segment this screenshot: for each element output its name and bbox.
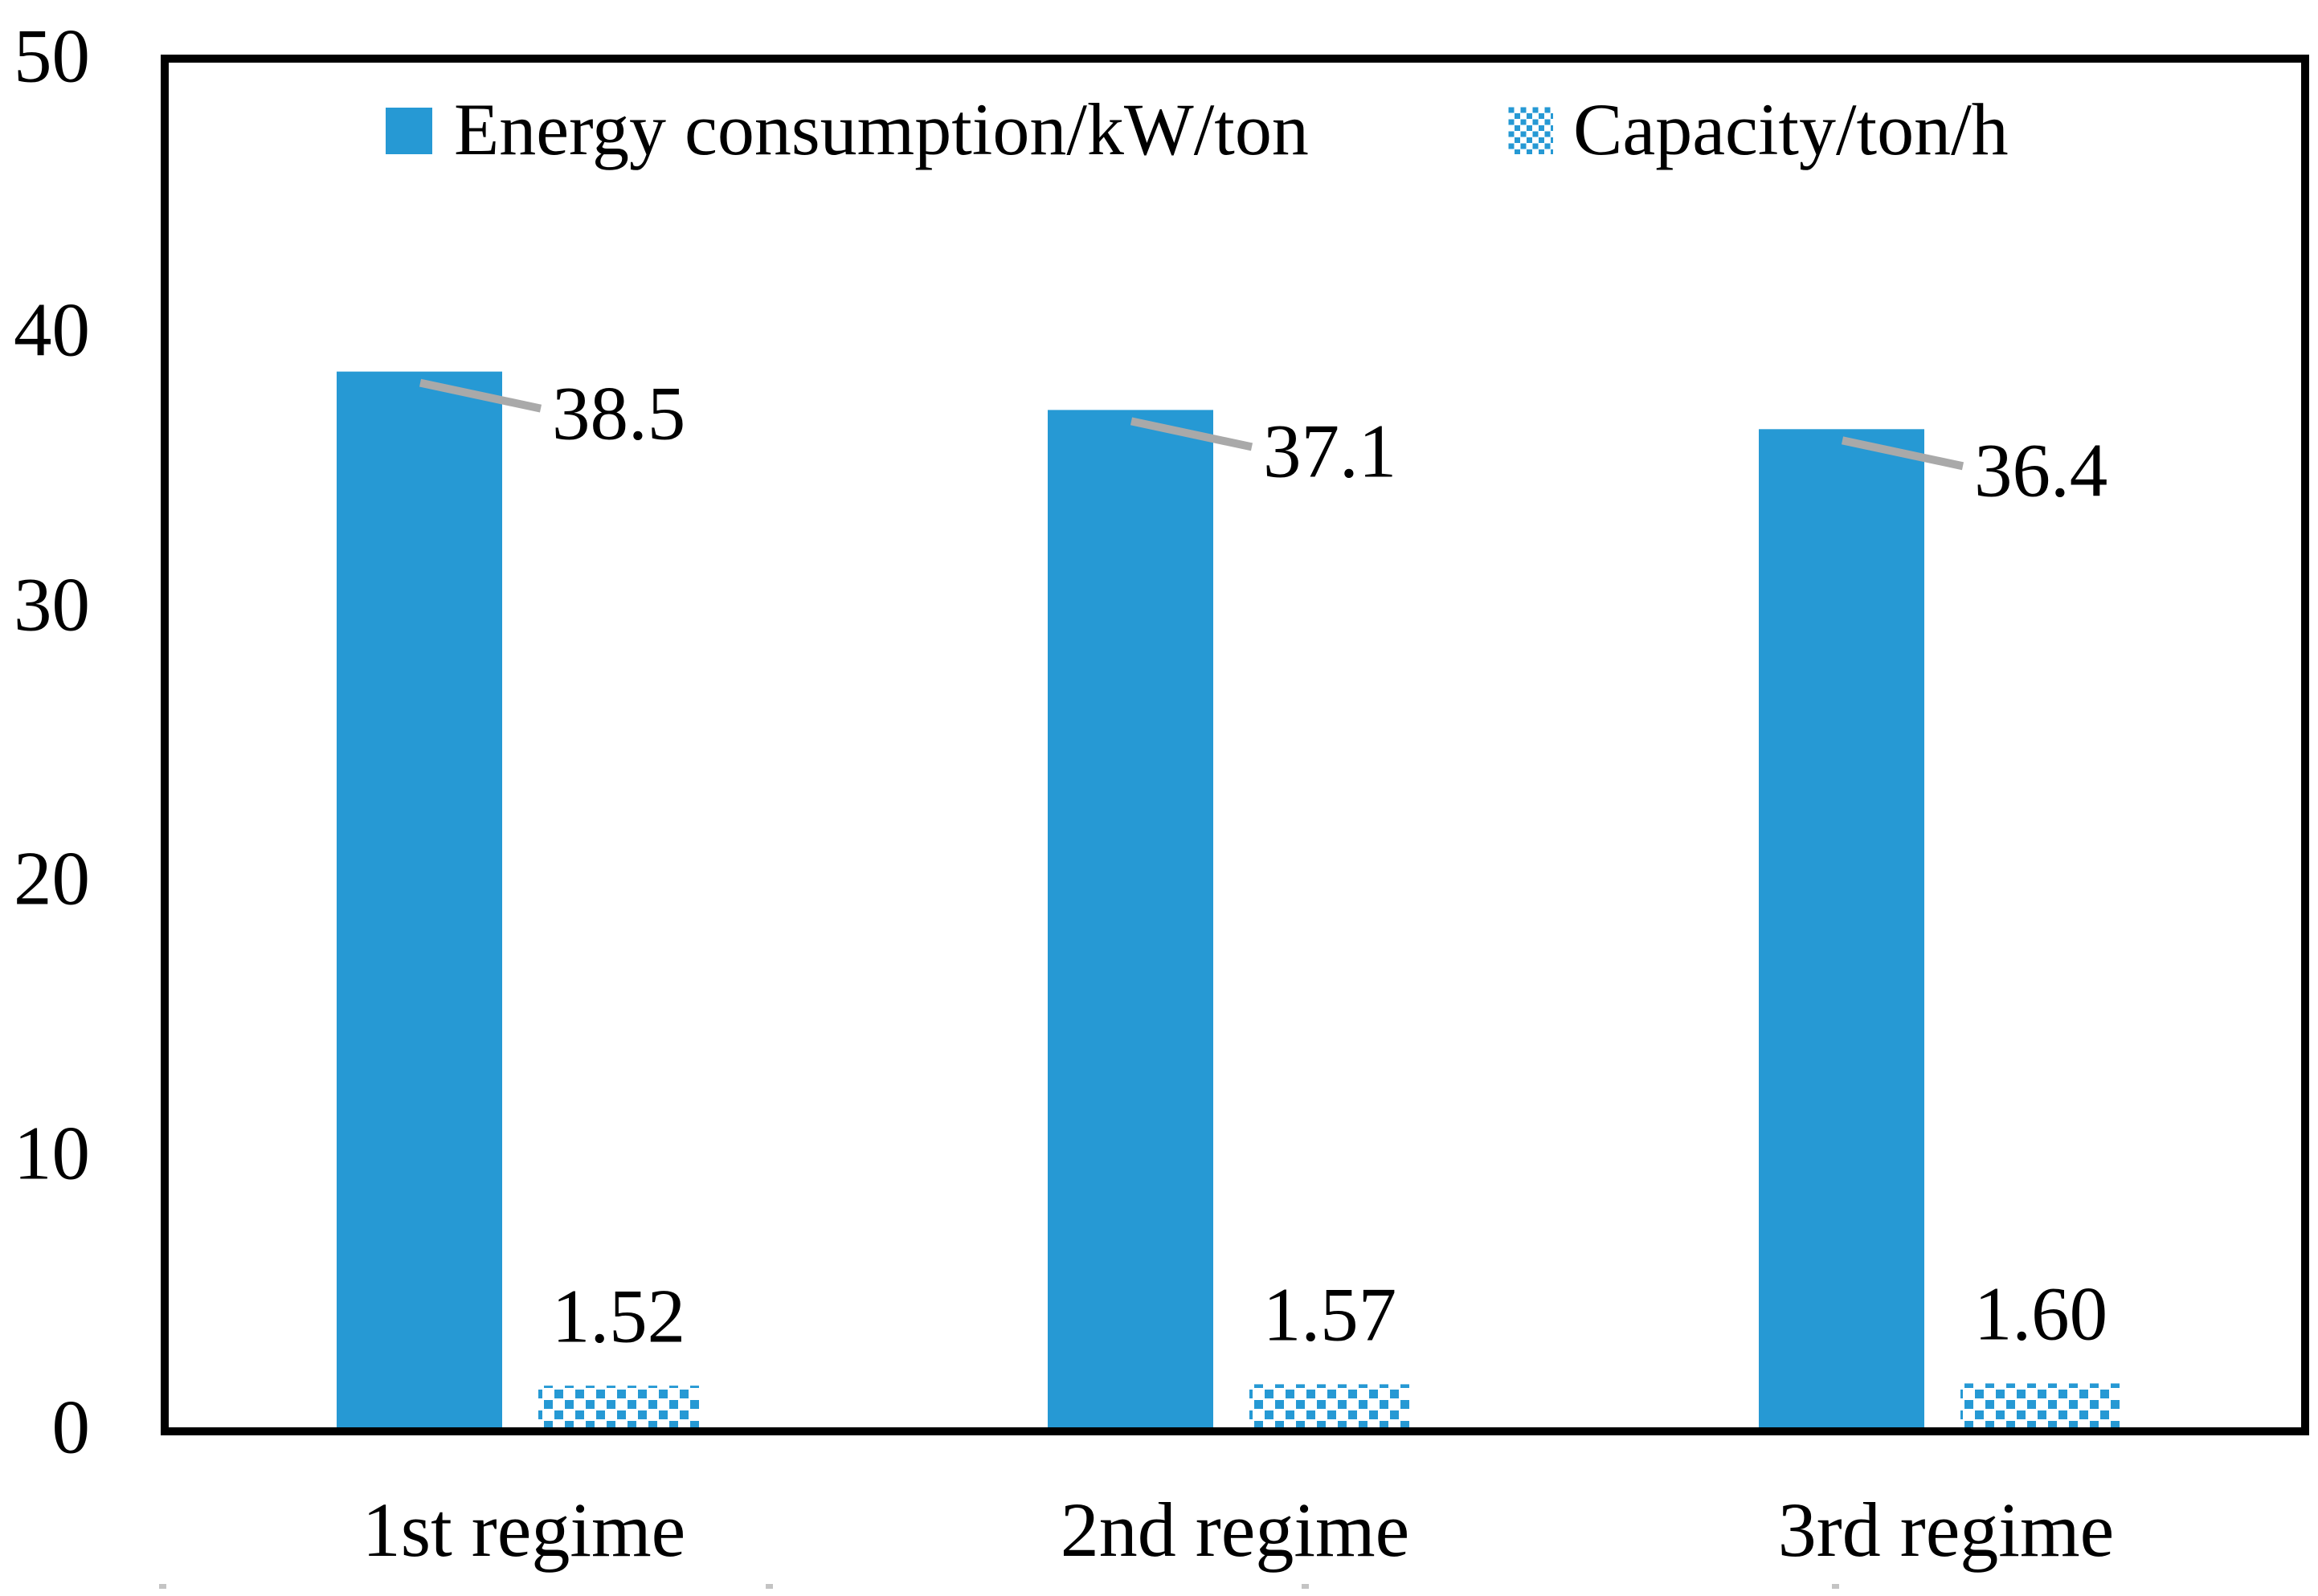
legend-label-energy: Energy consumption/kW/ton (454, 88, 1309, 171)
data-label-capacity-1: 1.52 (551, 1273, 686, 1359)
bar-energy-1 (1048, 410, 1213, 1427)
leader-line-1 (1130, 417, 1253, 451)
leader-line-0 (419, 378, 542, 413)
x-axis-tick-mark (766, 1584, 773, 1589)
y-axis-tick-label: 10 (14, 1110, 90, 1196)
y-axis-tick-label: 0 (51, 1384, 91, 1470)
legend-swatch-capacity (1508, 107, 1553, 154)
data-label-energy-1: 38.5 (552, 370, 686, 456)
legend-swatch-energy (386, 108, 432, 154)
x-axis-category-label: 1st regime (362, 1487, 686, 1573)
leader-line-2 (1841, 436, 1964, 471)
data-label-energy-2: 37.1 (1263, 408, 1397, 494)
bar-capacity-0 (538, 1386, 699, 1427)
bar-capacity-2 (1960, 1383, 2121, 1427)
bar-energy-0 (337, 371, 502, 1427)
bar-energy-2 (1759, 429, 1924, 1428)
y-axis-tick-label: 50 (14, 13, 90, 99)
data-label-capacity-3: 1.60 (1973, 1271, 2108, 1357)
bar-capacity-1 (1249, 1384, 1410, 1427)
y-axis-tick-label: 40 (14, 287, 90, 373)
x-axis-category-label: 2nd regime (1060, 1487, 1410, 1573)
x-axis-tick-mark (159, 1584, 166, 1589)
y-axis-tick-label: 30 (14, 561, 90, 647)
x-axis-tick-mark (1302, 1584, 1309, 1589)
x-axis-category-label: 3rd regime (1777, 1487, 2115, 1573)
data-label-energy-3: 36.4 (1974, 427, 2108, 513)
legend-label-capacity: Capacity/ton/h (1573, 88, 2009, 171)
plot-area-border (161, 55, 2309, 1435)
x-axis-tick-mark (1832, 1584, 1839, 1589)
y-axis-tick-label: 20 (14, 835, 90, 921)
data-label-capacity-2: 1.57 (1262, 1271, 1397, 1357)
